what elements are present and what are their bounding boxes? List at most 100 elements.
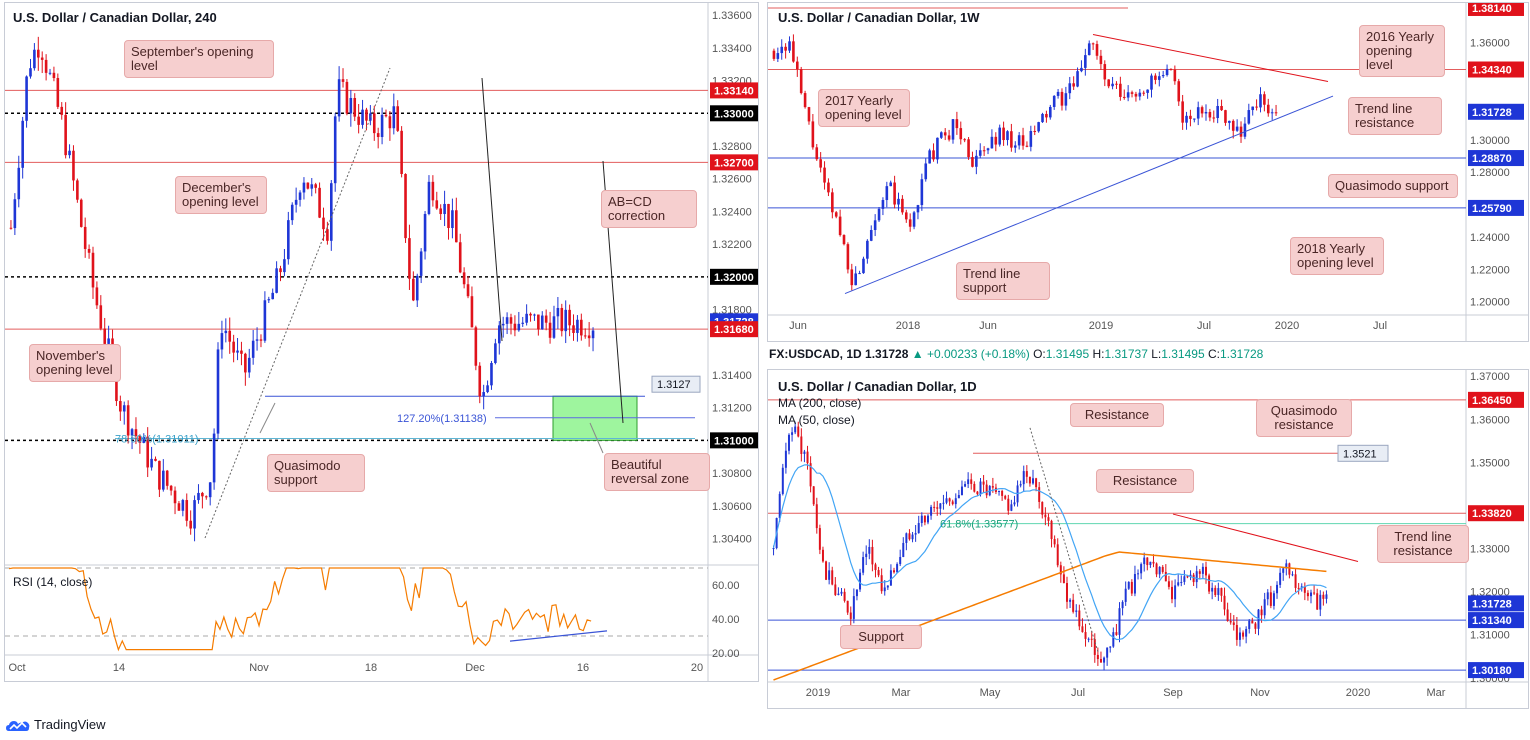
daily-info-bar: FX:USDCAD, 1D 1.31728 ▲ +0.00233 (+0.18%…	[769, 347, 1263, 361]
candle-body	[572, 325, 575, 333]
candle-body	[1087, 43, 1091, 56]
h4-chart-title: U.S. Dollar / Canadian Dollar, 240	[13, 10, 217, 25]
fib-786-label: 78.60%(1.31011)	[115, 434, 199, 446]
candle-body	[796, 61, 799, 70]
candle-body	[1174, 585, 1177, 600]
callout-september-opening: September's opening level	[124, 40, 274, 78]
candle-body	[412, 278, 415, 301]
price-tag: 1.32000	[714, 272, 754, 284]
candle-body	[1022, 471, 1025, 485]
candle-body	[859, 572, 862, 590]
candle-body	[963, 139, 966, 141]
price-tag: 1.33820	[1472, 508, 1512, 520]
candle-body	[1096, 654, 1099, 660]
open-value: 1.31495	[1045, 347, 1090, 361]
candle-body	[298, 192, 302, 200]
low-label: L:	[1151, 347, 1162, 361]
candle-body	[1235, 126, 1239, 131]
candle-body	[1152, 561, 1155, 564]
candle-body	[837, 593, 840, 595]
candle-body	[1133, 574, 1136, 594]
candle-body	[1033, 130, 1037, 132]
candle-body	[568, 309, 571, 326]
rsi-line	[8, 567, 592, 652]
weekly-chart-panel[interactable]: 1.360001.320001.300001.280001.240001.220…	[767, 2, 1529, 342]
candle-body	[985, 484, 988, 496]
price-tag: 1.28870	[1472, 153, 1512, 165]
candle-body	[976, 491, 979, 495]
x-tick-label: Oct	[8, 662, 25, 674]
candle-body	[91, 252, 95, 288]
candle-body	[1232, 622, 1235, 625]
candle-body	[1229, 621, 1232, 623]
candle-body	[1260, 609, 1263, 616]
candle-body	[99, 305, 103, 329]
price-tag: 1.36450	[1472, 395, 1512, 407]
candle-body	[893, 570, 896, 573]
candle-body	[1143, 557, 1146, 565]
candle-body	[846, 244, 850, 270]
candle-body	[831, 192, 834, 213]
y-tick-label: 1.24000	[1470, 232, 1510, 244]
candle-body	[979, 481, 982, 495]
candle-body	[9, 227, 13, 229]
box-label-1-3521: 1.3521	[1343, 448, 1377, 460]
price-tag-bg	[710, 268, 758, 285]
candle-body	[871, 546, 874, 565]
candle-body	[380, 114, 384, 138]
candle-body	[797, 426, 800, 437]
candle-body	[1107, 79, 1110, 87]
candle-body	[1193, 118, 1196, 120]
candle-body	[44, 59, 48, 73]
candle-body	[244, 353, 247, 373]
candle-body	[1084, 632, 1087, 639]
close-value: 1.31728	[1219, 347, 1264, 361]
rsi-tick-label: 40.00	[712, 614, 740, 626]
candle-body	[1106, 647, 1109, 658]
candle-body	[846, 600, 849, 613]
candle-body	[939, 503, 942, 509]
candle-body	[1185, 115, 1188, 123]
trend-resistance-line-d	[1172, 513, 1359, 562]
candle-body	[843, 591, 846, 601]
price-tag: 1.33140	[714, 85, 754, 97]
callout-pointer	[589, 422, 604, 454]
candle-body	[494, 343, 497, 363]
candle-body	[1251, 620, 1254, 624]
daily-chart-panel[interactable]: 1.3521 61.8%(1.33577) 1.37000 1.36000 1.3500…	[767, 369, 1529, 709]
candle-body	[345, 81, 349, 114]
price-tag: 1.30180	[1472, 665, 1512, 677]
candle-body	[1167, 581, 1170, 587]
candle-body	[216, 349, 220, 434]
candle-body	[827, 182, 830, 193]
candle-body	[1154, 75, 1157, 80]
candle-body	[310, 184, 314, 189]
candle-body	[587, 335, 591, 339]
candle-body	[1158, 566, 1161, 575]
candle-body	[372, 113, 376, 134]
ma-200-line	[773, 551, 1327, 681]
candle-body	[936, 137, 939, 160]
candle-body	[970, 479, 973, 484]
candle-body	[967, 139, 970, 158]
candle-body	[1294, 574, 1297, 588]
tradingview-logo[interactable]: TradingView	[6, 717, 106, 732]
dotted-leg	[1029, 427, 1099, 653]
h4-chart-panel[interactable]: 1.3127 127.20%(1.31138) 78.60%(1.31011) 1.3…	[4, 2, 759, 682]
candle-body	[1072, 83, 1075, 87]
candle-body	[236, 350, 239, 353]
candle-body	[947, 135, 951, 140]
candle-body	[780, 46, 784, 54]
candle-body	[150, 458, 153, 468]
candle-body	[1112, 632, 1115, 647]
price-tag: 1.31728	[1472, 107, 1512, 119]
candle-body	[318, 187, 321, 218]
price-tag: 1.31000	[714, 435, 754, 447]
candle-body	[850, 269, 854, 286]
y-tick-label: 1.30600	[712, 501, 752, 513]
price-tag: 1.32700	[714, 157, 754, 169]
price-tag-bg	[1468, 612, 1524, 629]
candle-body	[1127, 581, 1130, 589]
candle-body	[134, 429, 138, 437]
candle-body	[978, 150, 982, 156]
